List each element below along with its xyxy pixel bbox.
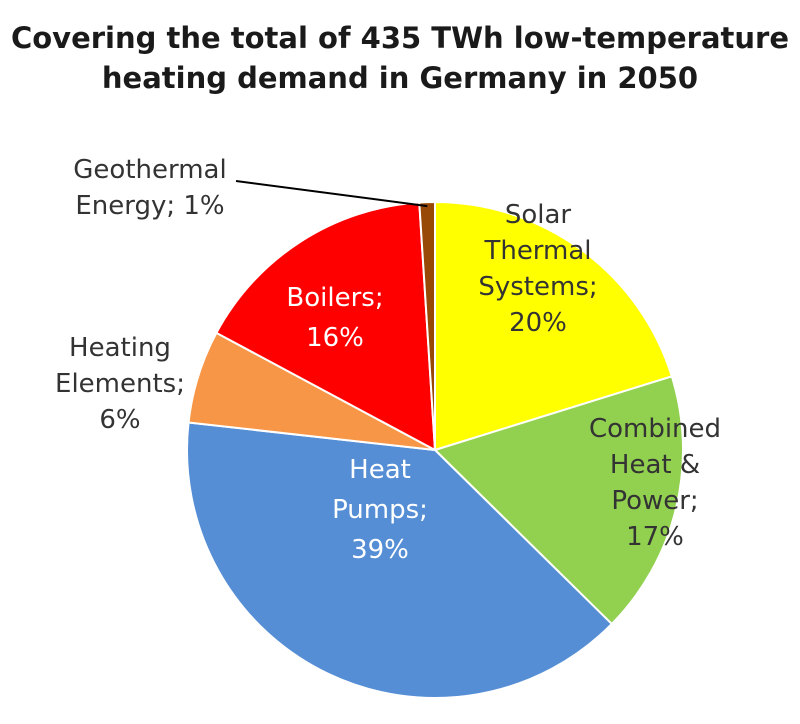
data-label-line: 20% — [509, 308, 567, 338]
data-label-line: Combined — [589, 414, 721, 444]
data-label-line: 6% — [99, 405, 140, 435]
pie-slice-geothermal-energy — [418, 200, 436, 451]
data-label-line: Boilers; — [286, 283, 383, 313]
data-label-line: Solar — [505, 200, 572, 230]
data-label-line: Pumps; — [332, 495, 428, 525]
data-label-line: 39% — [351, 535, 409, 565]
chart-title-line-2: heating demand in Germany in 2050 — [101, 61, 699, 95]
data-label-line: Heating — [69, 333, 171, 363]
data-label-line: Geothermal — [73, 155, 226, 185]
slice-labels: Solar Thermal Systems; 20% Combined Heat & Pow… — [55, 155, 721, 565]
data-label-geothermal-energy: Geothermal Energy; 1% — [73, 155, 226, 221]
data-label-line: Systems; — [478, 272, 597, 302]
data-label-line: 17% — [626, 522, 684, 552]
data-label-line: Heat — [349, 455, 411, 485]
data-label-line: 16% — [306, 323, 364, 353]
data-label-line: Power; — [611, 486, 698, 516]
pie-slice-boilers — [215, 201, 437, 452]
data-label-line: Thermal — [483, 236, 591, 266]
data-label-line: Elements; — [55, 369, 185, 399]
chart-title: Covering the total of 435 TWh low-temper… — [0, 18, 800, 98]
data-label-solar-thermal-systems: Solar Thermal Systems; 20% — [478, 200, 597, 338]
data-label-heat-pumps: Heat Pumps; 39% — [332, 455, 428, 565]
data-label-heating-elements: Heating Elements; 6% — [55, 333, 185, 435]
data-label-line: Energy; 1% — [75, 191, 224, 221]
pie-slice-heat-pumps — [186, 421, 614, 700]
pie-slice-combined-heat-power — [433, 375, 684, 626]
data-label-boilers: Boilers; 16% — [286, 283, 383, 353]
geothermal-leader-line — [235, 180, 428, 208]
chart-title-line-1: Covering the total of 435 TWh low-temper… — [10, 21, 790, 55]
data-label-line: Heat & — [610, 450, 700, 480]
pie-slices — [186, 200, 684, 700]
pie-slice-solar-thermal-systems — [434, 200, 674, 452]
data-label-combined-heat-power: Combined Heat & Power; 17% — [589, 414, 721, 552]
